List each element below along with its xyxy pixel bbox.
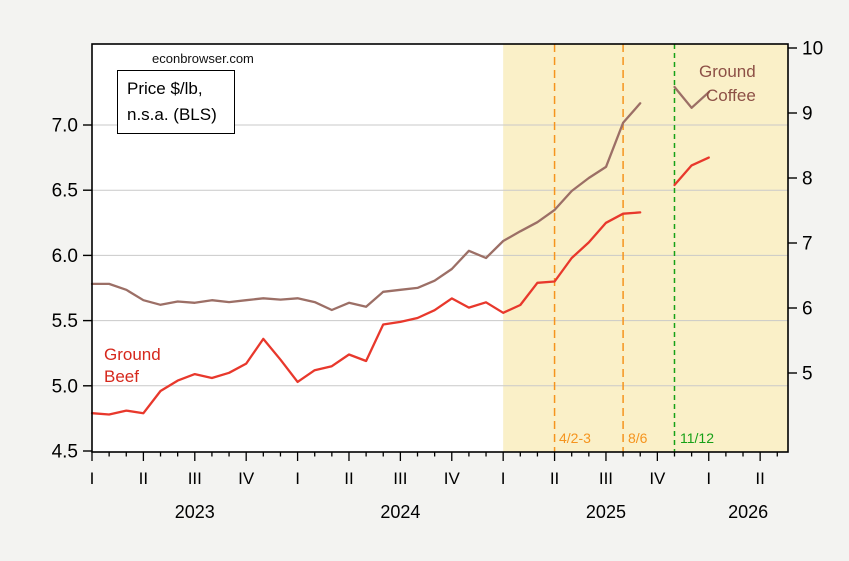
note-line-1: Price $/lb, xyxy=(127,79,203,98)
note-line-2: n.s.a. (BLS) xyxy=(127,105,217,124)
quarter-label: II xyxy=(755,469,764,488)
series-line-ground-coffee xyxy=(673,85,710,109)
quarter-label: II xyxy=(550,469,559,488)
left-axis-tick-label: 6.0 xyxy=(52,246,78,267)
left-axis-tick-label: 6.5 xyxy=(52,181,78,202)
quarter-label: III xyxy=(393,469,407,488)
watermark: econbrowser.com xyxy=(152,51,254,66)
left-axis-tick-label: 5.5 xyxy=(52,311,78,332)
year-label: 2026 xyxy=(728,502,768,522)
event-label-nov-12: 11/12 xyxy=(680,430,714,446)
ground-beef-label-line2: Beef xyxy=(104,367,139,386)
quarter-label: I xyxy=(706,469,711,488)
ground-coffee-label-line2: Coffee xyxy=(706,86,756,105)
year-label: 2023 xyxy=(175,502,215,522)
series-line-ground-beef xyxy=(673,156,710,187)
right-axis-tick-label: 6 xyxy=(802,299,813,320)
quarter-label: III xyxy=(188,469,202,488)
quarter-label: IV xyxy=(444,469,461,488)
left-axis-tick-label: 4.5 xyxy=(52,442,78,463)
left-axis-tick-label: 5.0 xyxy=(52,376,78,397)
series-line-ground-beef xyxy=(90,211,642,416)
quarter-label: I xyxy=(501,469,506,488)
right-axis-tick-label: 7 xyxy=(802,234,813,255)
quarter-label: III xyxy=(599,469,613,488)
right-axis-tick-label: 8 xyxy=(802,169,813,190)
right-axis-tick-label: 5 xyxy=(802,364,813,385)
year-label: 2024 xyxy=(380,502,420,522)
right-axis-tick-label: 9 xyxy=(802,104,813,125)
quarter-label: II xyxy=(344,469,353,488)
right-axis-tick-label: 10 xyxy=(802,39,823,60)
plot-frame xyxy=(91,43,789,453)
left-axis-tick-label: 7.0 xyxy=(52,116,78,137)
quarter-label: I xyxy=(295,469,300,488)
quarter-label: II xyxy=(139,469,148,488)
quarter-label: I xyxy=(90,469,95,488)
quarter-label: IV xyxy=(649,469,666,488)
quarter-label: IV xyxy=(238,469,255,488)
ground-beef-series-label: Ground Beef xyxy=(104,344,161,388)
price-note-box: Price $/lb, n.s.a. (BLS) xyxy=(117,70,235,134)
event-label-aug-6: 8/6 xyxy=(628,430,648,446)
ground-coffee-label-line1: Ground xyxy=(699,62,756,81)
event-label-apr-2-3: 4/2-3 xyxy=(559,430,591,446)
shaded-region xyxy=(503,44,788,452)
year-label: 2025 xyxy=(586,502,626,522)
series-line-ground-coffee xyxy=(90,102,642,312)
ground-beef-label-line1: Ground xyxy=(104,345,161,364)
